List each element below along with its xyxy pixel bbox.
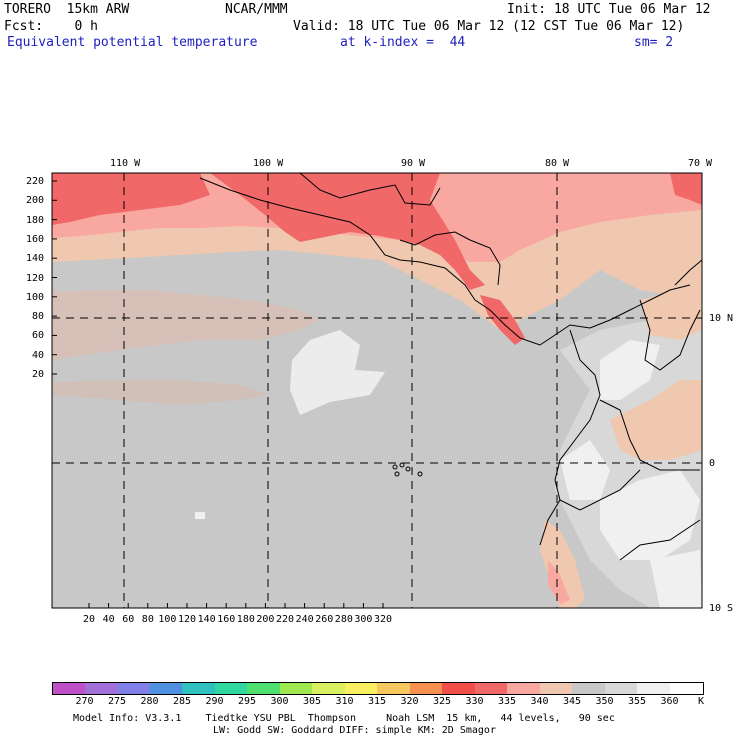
lon-label-80w: 80 W <box>545 158 570 169</box>
y-tick-label: 40 <box>32 349 45 361</box>
colorbar-label: 300 <box>270 696 289 707</box>
colorbar-swatch <box>377 682 411 695</box>
colorbar-label: 335 <box>498 696 517 707</box>
colorbar-unit: K <box>698 696 705 707</box>
x-tick-label: 200 <box>256 614 275 625</box>
colorbar-label: 295 <box>238 696 257 707</box>
colorbar-label: 310 <box>335 696 354 707</box>
x-tick-label: 260 <box>315 614 334 625</box>
colorbar-swatch <box>409 682 444 695</box>
smoothing-label: sm= 2 <box>634 35 674 50</box>
colorbar-label: 315 <box>368 696 387 707</box>
x-tick-label: 320 <box>374 614 393 625</box>
colorbar-swatch <box>539 682 574 695</box>
colorbar-swatch <box>344 682 379 695</box>
lat-label-0: 0 <box>709 458 716 469</box>
y-tick-label: 180 <box>26 214 45 226</box>
colorbar-swatch <box>117 682 151 695</box>
axis-ticks <box>52 180 384 608</box>
lon-label-90w: 90 W <box>401 158 426 169</box>
x-tick-label: 280 <box>334 614 353 625</box>
colorbar-swatch <box>669 682 704 695</box>
colorbar-label: 340 <box>530 696 549 707</box>
theta-e-field <box>52 173 702 608</box>
lon-label-70w: 70 W <box>688 158 713 169</box>
colorbar-swatch <box>84 682 119 695</box>
lat-label-10s: 10 S <box>709 603 734 614</box>
colorbar-label: 305 <box>303 696 322 707</box>
y-tick-label: 100 <box>26 291 45 303</box>
colorbar-label: 360 <box>660 696 679 707</box>
y-tick-label: 120 <box>26 272 45 284</box>
colorbar-label: 290 <box>205 696 224 707</box>
colorbar-swatch <box>52 682 87 695</box>
colorbar-swatch <box>182 682 216 695</box>
colorbar-label: 345 <box>563 696 582 707</box>
y-tick-label: 80 <box>32 311 45 323</box>
x-tick-label: 140 <box>197 614 216 625</box>
x-tick-label: 20 <box>83 614 96 625</box>
y-tick-label: 160 <box>26 233 45 245</box>
x-tick-label: 240 <box>295 614 314 625</box>
lon-label-100w: 100 W <box>253 158 284 169</box>
y-tick-label: 20 <box>32 369 45 380</box>
init-time: Init: 18 UTC Tue 06 Mar 12 <box>507 2 711 17</box>
lat-label-10n: 10 N <box>709 313 734 324</box>
field-name: Equivalent potential temperature <box>7 35 258 50</box>
colorbar-swatch <box>247 682 281 695</box>
x-tick-label: 100 <box>158 614 177 625</box>
graticule <box>52 173 702 608</box>
colorbar-swatch <box>442 682 476 695</box>
x-tick-label: 180 <box>236 614 255 625</box>
x-tick-label: 120 <box>178 614 197 625</box>
colorbar-label: 325 <box>433 696 452 707</box>
coastlines <box>199 173 702 561</box>
colorbar-label: 275 <box>108 696 127 707</box>
model-info-line2: LW: Godd SW: Goddard DIFF: simple KM: 2D… <box>213 725 496 736</box>
valid-time: Valid: 18 UTC Tue 06 Mar 12 (12 CST Tue … <box>293 19 685 34</box>
model-info-line1: Model Info: V3.3.1 Tiedtke YSU PBL Thomp… <box>73 713 615 724</box>
forecast-hour: Fcst: 0 h <box>4 19 98 34</box>
colorbar-label: 330 <box>465 696 484 707</box>
y-tick-label: 220 <box>26 176 45 187</box>
colorbar-label: 355 <box>628 696 647 707</box>
x-tick-label: 60 <box>122 614 135 625</box>
y-tick-label: 200 <box>26 195 45 207</box>
y-tick-label: 140 <box>26 253 45 265</box>
level-label: at k-index = 44 <box>340 35 466 50</box>
x-tick-label: 220 <box>276 614 295 625</box>
colorbar-swatch <box>637 682 671 695</box>
x-tick-label: 80 <box>141 614 154 625</box>
x-tick-label: 160 <box>217 614 236 625</box>
colorbar-swatch <box>474 682 509 695</box>
colorbar-swatch <box>214 682 249 695</box>
colorbar-swatch <box>604 682 639 695</box>
colorbar-label: 285 <box>173 696 192 707</box>
colorbar-label: 280 <box>140 696 159 707</box>
map-frame <box>51 172 703 609</box>
colorbar-swatch <box>312 682 346 695</box>
colorbar-swatch <box>279 682 314 695</box>
y-tick-label: 60 <box>32 330 45 342</box>
colorbar-swatch <box>149 682 184 695</box>
organization-label: NCAR/MMM <box>225 2 288 17</box>
colorbar-swatch <box>572 682 606 695</box>
colorbar-label: 320 <box>400 696 419 707</box>
x-tick-label: 300 <box>354 614 373 625</box>
colorbar-label: 350 <box>595 696 614 707</box>
lon-label-110w: 110 W <box>110 158 141 169</box>
x-tick-label: 40 <box>102 614 115 625</box>
colorbar-swatch <box>507 682 541 695</box>
model-title: TORERO 15km ARW <box>4 2 130 17</box>
colorbar-label: 270 <box>75 696 94 707</box>
